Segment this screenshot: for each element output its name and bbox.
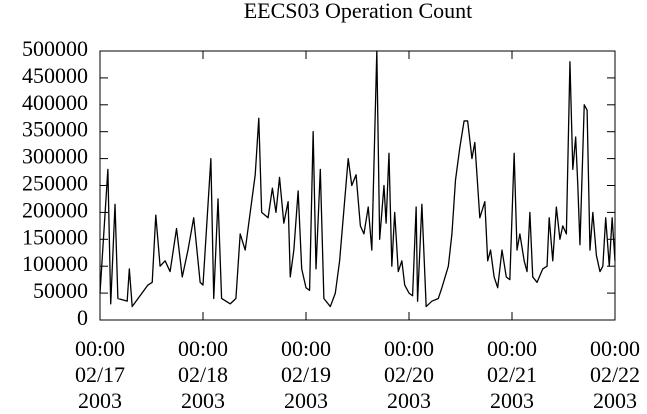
x-tick-label: 00:00 02/19 2003 bbox=[280, 336, 332, 413]
x-tick-label: 00:00 02/18 2003 bbox=[177, 336, 229, 413]
y-tick-label: 0 bbox=[77, 305, 88, 330]
y-tick-label: 150000 bbox=[22, 224, 88, 249]
y-tick-label: 250000 bbox=[22, 171, 88, 196]
y-tick-label: 350000 bbox=[22, 117, 88, 142]
y-tick-label: 200000 bbox=[22, 197, 88, 222]
y-tick-label: 100000 bbox=[22, 251, 88, 276]
y-tick-label: 50000 bbox=[33, 278, 88, 303]
y-tick-label: 450000 bbox=[22, 63, 88, 88]
x-tick-label: 00:00 02/21 2003 bbox=[486, 336, 538, 413]
data-line bbox=[99, 50, 616, 308]
y-tick-label: 300000 bbox=[22, 144, 88, 169]
chart-title: EECS03 Operation Count bbox=[244, 0, 473, 23]
y-tick-label: 500000 bbox=[22, 36, 88, 61]
y-tick-label: 400000 bbox=[22, 90, 88, 115]
x-tick-label: 00:00 02/20 2003 bbox=[383, 336, 435, 413]
x-tick-label: 00:00 02/22 2003 bbox=[589, 336, 641, 413]
x-tick-label: 00:00 02/17 2003 bbox=[74, 336, 126, 413]
